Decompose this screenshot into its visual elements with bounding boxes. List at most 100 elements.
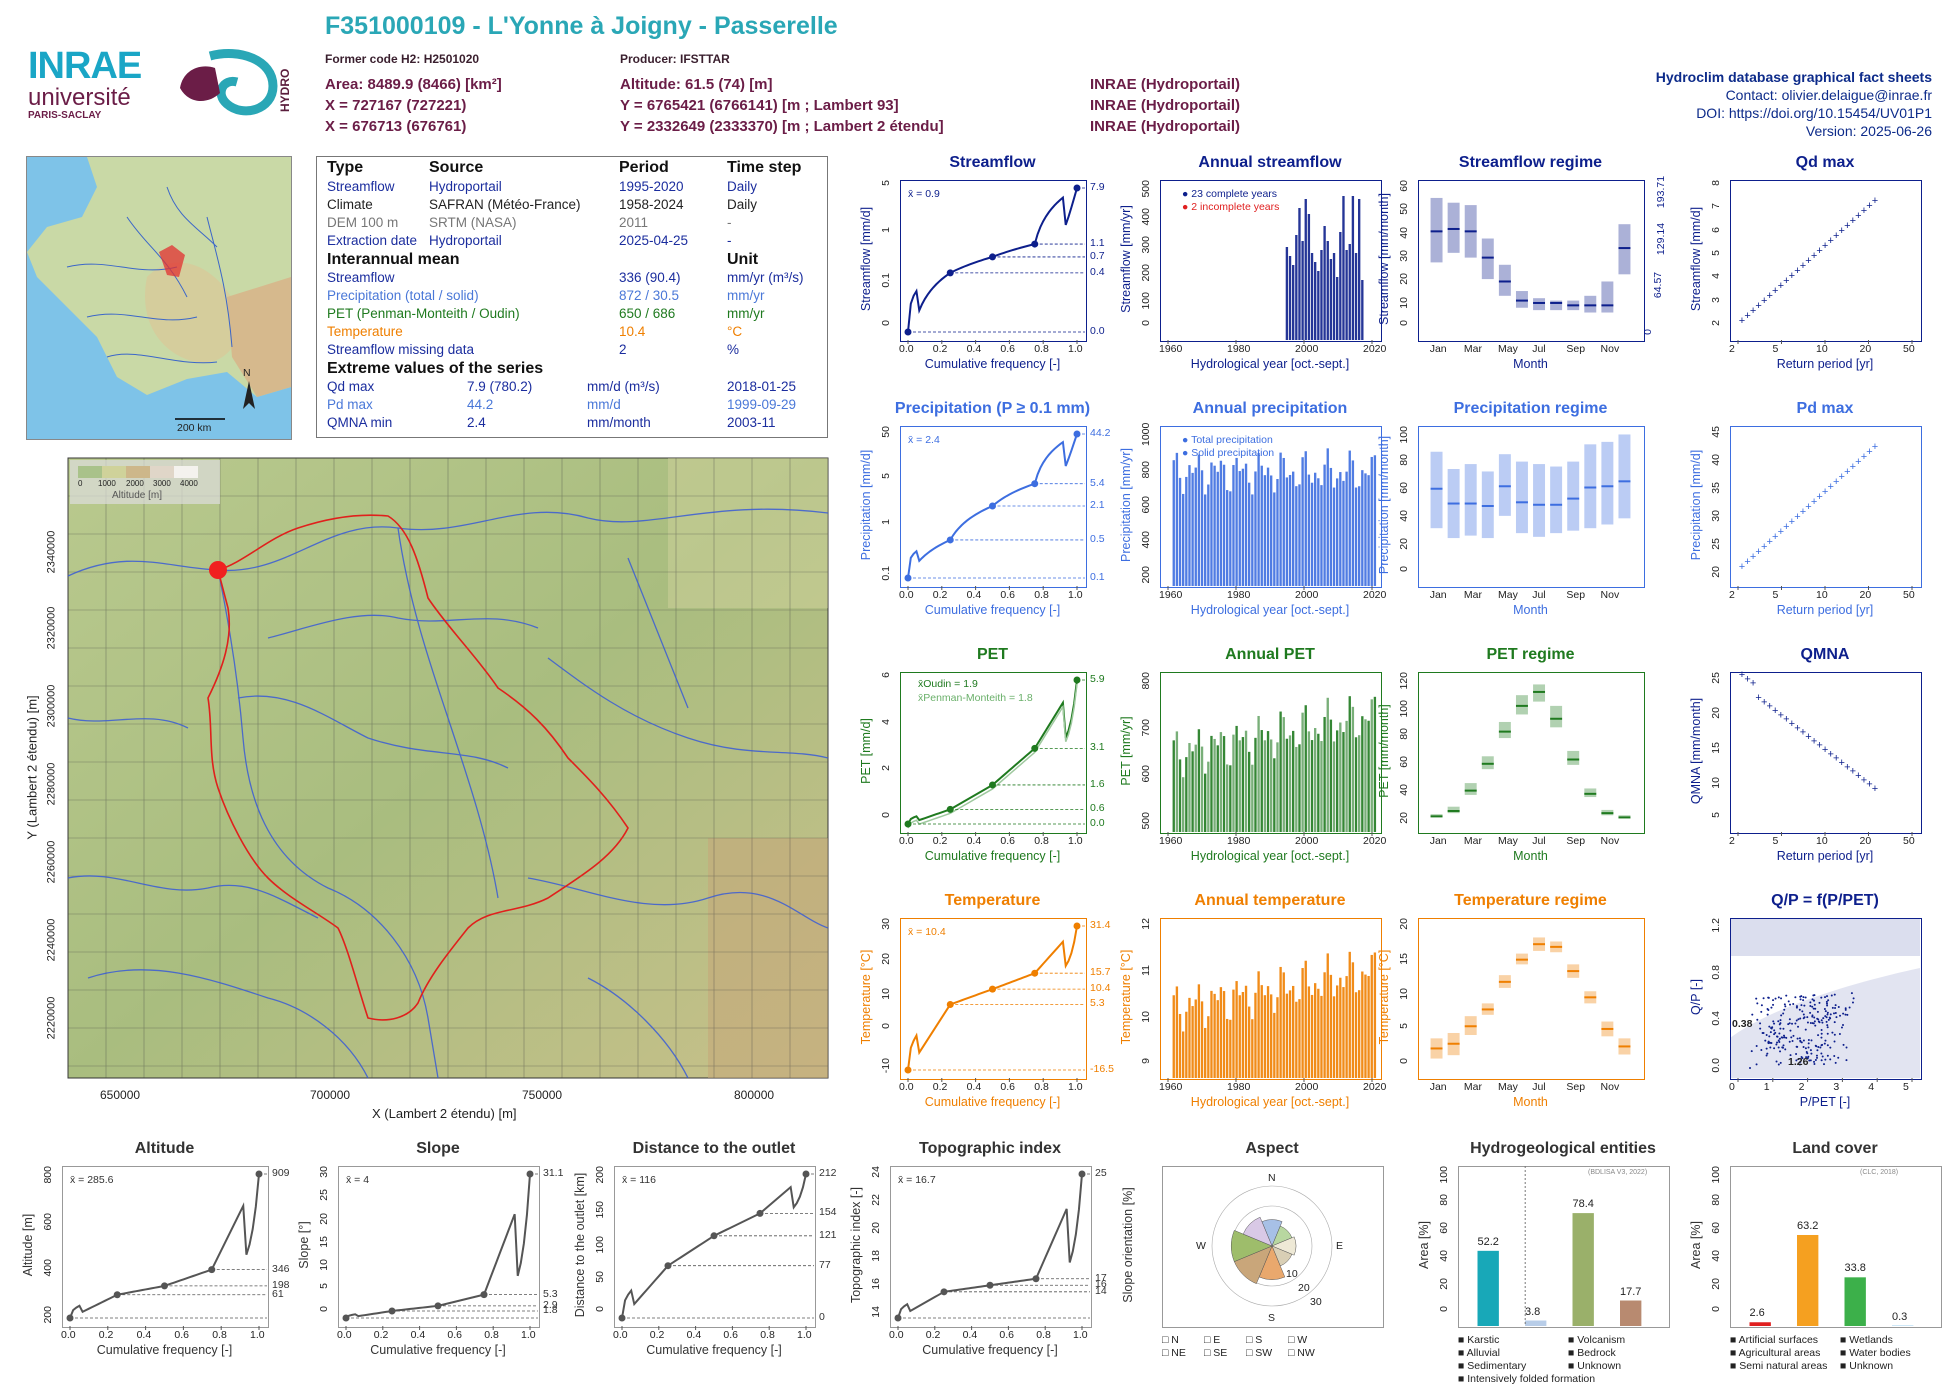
table-cell: Streamflow missing data: [327, 342, 475, 357]
quantile-label: 10.4: [1090, 982, 1111, 995]
quantile-label: 121: [819, 1228, 837, 1241]
chart-title: QMNA: [1800, 646, 1850, 663]
compass-label: E: [1336, 1240, 1344, 1252]
quantile-label: 0.5: [1090, 532, 1105, 545]
quantile-label: 5.3: [543, 1287, 558, 1300]
month-label: Mar: [1463, 835, 1482, 847]
quantile-point: [802, 1170, 810, 1178]
ratio-point: [1799, 1060, 1802, 1063]
annual-bar: [1329, 467, 1333, 586]
category-legend: ■ Artificial surfaces: [1730, 1334, 1819, 1346]
annual-bar: [1345, 471, 1348, 586]
annual-bar: [1298, 744, 1301, 832]
category-legend: ■ Intensively folded formation: [1458, 1373, 1596, 1385]
chart-frame: [62, 1166, 269, 1328]
return-period-point: +: [1850, 766, 1856, 778]
ratio-point: [1844, 1013, 1847, 1016]
table-cell: mm/yr: [727, 288, 765, 303]
annual-bar: [1194, 467, 1197, 586]
table-cell: Daily: [727, 179, 758, 194]
quantile-point: [986, 1281, 994, 1289]
ratio-point: [1751, 1013, 1754, 1016]
ratio-point: [1806, 1016, 1809, 1019]
annual-bar: [1358, 486, 1361, 586]
month-label: May: [1498, 835, 1518, 847]
x-tick-label: 0.6: [723, 1329, 738, 1341]
quantile-label: -16.5: [1090, 1063, 1114, 1075]
quantile-point: [1073, 430, 1081, 438]
chart-title: Qd max: [1795, 154, 1855, 171]
ratio-point: [1804, 996, 1807, 999]
y-tick-label: 20: [1710, 707, 1722, 719]
quantile-point: [480, 1291, 488, 1299]
quantile-label: 1.1: [1090, 237, 1105, 250]
return-period-point: +: [1744, 673, 1750, 685]
x-tick-label: 2: [1798, 1081, 1805, 1093]
annual-bar: [1260, 465, 1263, 586]
annual-bar: [1279, 452, 1282, 586]
return-period-point: +: [1772, 531, 1778, 543]
chart-title: Annual PET: [1225, 646, 1315, 663]
x-tick-label: 1.0: [1068, 835, 1083, 847]
y-tick-label: 5: [1398, 1023, 1410, 1029]
legend-entry: ● 2 incomplete years: [1182, 201, 1280, 213]
y-tick-label: 120: [1398, 672, 1410, 690]
section-heading: Extreme values of the series: [327, 360, 544, 377]
ratio-point: [1759, 1022, 1762, 1025]
x-tick-label: 50: [1903, 835, 1915, 847]
table-cell: Pd max: [327, 397, 373, 412]
return-period-point: +: [1822, 744, 1828, 756]
ratio-point: [1809, 1049, 1812, 1052]
annual-bar: [1276, 997, 1279, 1078]
annual-bar: [1332, 487, 1336, 586]
ratio-point: [1801, 1010, 1804, 1013]
month-label: Sep: [1566, 589, 1586, 601]
x-tick-label: 2: [1729, 835, 1735, 847]
table-cell: Temperature: [327, 324, 403, 339]
ratio-point: [1756, 1018, 1759, 1021]
x-tick-label: 0: [1729, 1081, 1735, 1093]
bar-value-label: 52.2: [1477, 1235, 1499, 1248]
inrae-logo: INRAE université PARIS-SACLAY: [28, 45, 142, 121]
chart-frame: [1160, 918, 1382, 1080]
annual-bar: [1191, 751, 1194, 832]
quantile-label: 2.1: [1090, 499, 1105, 512]
table-cell: DEM 100 m: [327, 215, 399, 230]
ratio-point: [1791, 1040, 1794, 1043]
chart-frame: [1160, 672, 1382, 834]
chart-plot: [1749, 1234, 1914, 1326]
annual-bar: [1345, 720, 1348, 832]
ratio-point: [1831, 1031, 1834, 1034]
annual-bar: [1342, 196, 1345, 340]
ratio-point: [1795, 1059, 1798, 1062]
annual-bar: [1295, 486, 1298, 586]
annual-bar: [1329, 719, 1333, 832]
doi[interactable]: DOI: https://doi.org/10.15454/UV01P1: [1696, 105, 1932, 121]
annual-bar: [1273, 758, 1276, 832]
return-period-point: +: [1805, 501, 1811, 513]
ratio-point: [1826, 1032, 1829, 1035]
chart-plot: [1167, 696, 1377, 836]
x-axis-label: Hydrological year [oct.-sept.]: [1190, 849, 1350, 863]
regime-range-bar: [1515, 461, 1528, 534]
annual-bar: [1197, 729, 1201, 832]
y-tick-label: 1: [880, 226, 892, 233]
ratio-point: [1818, 1001, 1821, 1004]
y-tick-label: 100: [1710, 1166, 1722, 1184]
ratio-point: [1822, 1017, 1825, 1020]
ratio-point: [1798, 1008, 1801, 1011]
y-tick-label: 20: [1398, 273, 1410, 286]
aspect-ring: [1211, 1185, 1333, 1307]
y-tick-label: 0: [594, 1306, 606, 1312]
annual-bar: [1373, 952, 1377, 1078]
y-tick-label: 20: [880, 953, 892, 965]
ratio-point: [1820, 1052, 1823, 1055]
regime-range-bar: [1533, 684, 1546, 702]
y-tick-label: 60: [1710, 1222, 1722, 1234]
return-period-point: +: [1816, 740, 1822, 752]
table-cell: mm/yr: [727, 306, 765, 321]
chart-plot: [1430, 937, 1631, 1059]
y-axis-label: Precipitation [mm/yr]: [1119, 448, 1133, 562]
chart-frame: [1730, 672, 1922, 834]
quantile-point: [1031, 969, 1039, 977]
